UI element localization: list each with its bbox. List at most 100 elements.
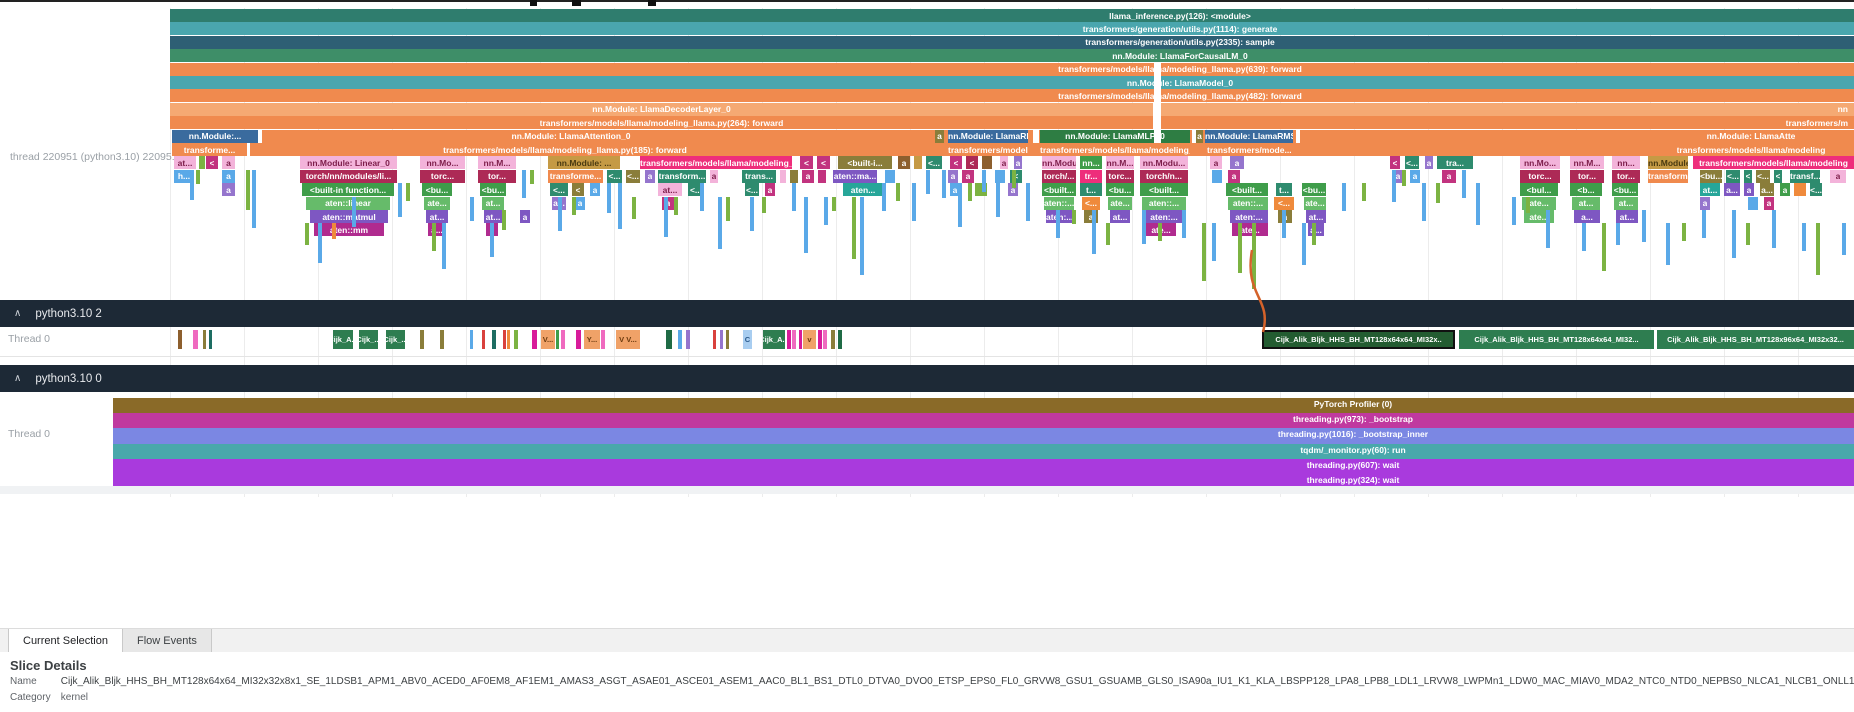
flame-slice[interactable]: <... [1274,196,1294,210]
flame-slice[interactable]: a [1410,169,1420,183]
flame-slice[interactable]: ate... [424,196,450,210]
chevron-collapse-icon[interactable]: ∧ [14,373,22,384]
flame-slice[interactable]: <... [1082,196,1100,210]
kernel-slice[interactable] [823,330,827,349]
flame-slice[interactable]: <bu... [1700,169,1722,183]
flame-micro-slice[interactable] [700,183,704,212]
kernel-slice[interactable] [209,330,212,349]
flame-slice[interactable]: aten::... [1142,196,1186,210]
flame-slice[interactable]: nn.Module: LlamaAtte [1648,129,1854,143]
kernel-slice[interactable] [792,330,796,349]
flame-slice[interactable]: nn.Module: Linear_0 [300,156,397,170]
flame-micro-slice[interactable] [1402,169,1406,186]
flame-slice[interactable]: nn.Module:... [172,129,258,143]
flame-slice[interactable]: at... [1110,210,1130,223]
flame-micro-slice[interactable] [674,196,678,215]
flame-micro-slice[interactable] [1212,223,1216,262]
flame-slice[interactable]: a [1830,169,1846,183]
flame-chart-track[interactable]: llama_inference.py(126): <module> transfo… [0,0,1854,497]
flame-slice[interactable] [1794,183,1806,197]
flame-slice[interactable]: tr... [1080,169,1102,183]
flame-micro-slice[interactable] [1422,183,1426,222]
flame-slice[interactable]: < [1774,169,1782,183]
flame-slice[interactable]: nn.Module... [1648,156,1688,170]
flame-slice[interactable]: torc... [1520,169,1560,183]
flame-slice[interactable]: a [1442,169,1456,183]
flame-slice[interactable] [885,169,895,183]
flame-micro-slice[interactable] [1072,210,1076,224]
flame-slice[interactable]: transformers/models/llama/modeling [1648,143,1854,156]
flame-slice[interactable]: transform... [1648,169,1688,183]
flame-slice[interactable]: at... [1572,196,1600,210]
flame-slice[interactable]: < [1390,156,1400,170]
flame-slice[interactable]: < [817,156,830,170]
flame-slice[interactable]: nn.Modu... [1140,156,1188,170]
flame-slice[interactable]: <built... [1042,183,1076,197]
flame-slice[interactable]: transform... [658,169,706,183]
flame-micro-slice[interactable] [1582,223,1586,252]
flame-micro-slice[interactable] [1816,223,1820,276]
flame-slice[interactable]: nn.M... [1570,156,1604,170]
flame-micro-slice[interactable] [912,183,916,222]
flame-slice[interactable]: aten... [843,183,883,197]
flame-slice[interactable]: aten::matmul [310,210,388,223]
flame-micro-slice[interactable] [572,196,576,215]
kernel-slice[interactable]: Y... [584,330,600,349]
flame-micro-slice[interactable] [246,169,250,210]
flame-slice[interactable]: a [710,169,718,183]
flame-micro-slice[interactable] [1746,223,1750,246]
flame-slice[interactable] [199,156,205,170]
kernel-slice[interactable] [420,330,424,349]
flame-slice[interactable]: <built... [1226,183,1268,197]
flame-slice[interactable]: transformers/models/llama/modeling_llama… [250,143,880,156]
flame-slice[interactable]: a... [1308,223,1324,237]
flame-slice[interactable]: transf... [1790,169,1820,183]
flame-slice[interactable] [790,169,798,183]
flame-micro-slice[interactable] [1362,183,1366,202]
kernel-slice[interactable]: Cijk_... [386,330,405,349]
flame-slice[interactable]: aten::ma... [833,169,877,183]
kernel-slice[interactable] [203,330,206,349]
flame-slice[interactable]: tra... [1437,156,1473,170]
flame-slice[interactable]: ate... [1522,196,1556,210]
flame-slice[interactable]: a [1744,183,1754,197]
flame-slice[interactable]: a [898,156,910,170]
flame-slice[interactable]: ate... [1304,196,1326,210]
flame-slice[interactable]: <bul... [1520,183,1558,197]
flame-slice[interactable]: a [645,169,655,183]
flame-micro-slice[interactable] [1302,223,1306,266]
flame-slice[interactable]: nn.Module: LlamaRMS... [1205,129,1293,143]
flame-slice[interactable]: at... [482,196,504,210]
flame-micro-slice[interactable] [792,183,796,212]
kernel-slice[interactable] [514,330,518,349]
flame-slice[interactable]: a [1000,156,1008,170]
flame-slice[interactable]: transformers/model... [948,143,1028,156]
flame-slice[interactable]: <... [1756,169,1770,183]
flame-slice[interactable]: a [520,210,530,223]
flame-slice[interactable]: nn.M... [478,156,516,170]
kernel-slice[interactable] [831,330,835,349]
flame-slice[interactable]: t... [1276,183,1292,197]
flame-micro-slice[interactable] [824,196,828,225]
kernel-slice[interactable] [720,330,723,349]
kernel-slice[interactable]: V V... [616,330,640,349]
kernel-slice[interactable] [193,330,198,349]
flame-slice[interactable]: <... [607,169,622,183]
kernel-slice[interactable] [713,330,716,349]
flame-micro-slice[interactable] [1772,210,1776,248]
flame-slice[interactable]: tor... [478,169,516,183]
kernel-slice[interactable]: V... [541,330,555,349]
flame-micro-slice[interactable] [926,169,930,194]
tab-current-selection[interactable]: Current Selection [8,629,123,652]
kernel-slice[interactable]: Cijk_Alik_Bljk_HHS_BH_MT128x64x64_MI32..… [1459,330,1654,349]
flame-slice[interactable]: ate... [1108,196,1132,210]
flame-slice[interactable] [995,169,1005,183]
kernel-slice[interactable] [576,330,581,349]
flame-micro-slice[interactable] [1436,183,1440,204]
flame-micro-slice[interactable] [502,210,506,230]
flame-micro-slice[interactable] [607,183,611,214]
flame-micro-slice[interactable] [632,196,636,219]
flame-slice[interactable]: < [966,156,978,170]
flame-micro-slice[interactable] [1842,223,1846,256]
flame-micro-slice[interactable] [1092,210,1096,254]
